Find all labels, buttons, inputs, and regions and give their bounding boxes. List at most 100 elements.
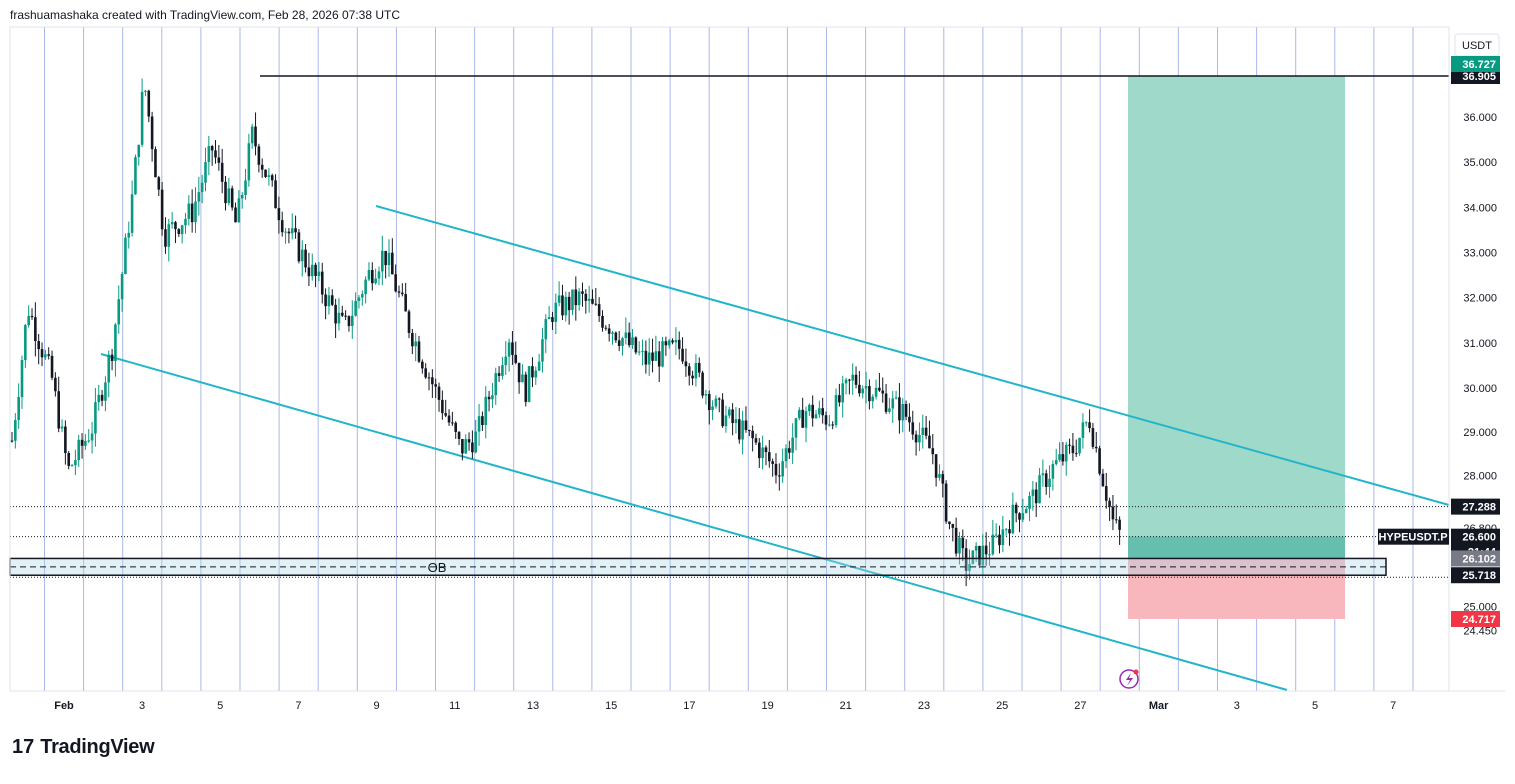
candle-body — [878, 387, 881, 391]
candle-body — [357, 297, 361, 301]
candle-body — [150, 116, 154, 150]
candle-body — [37, 341, 40, 350]
candle-body — [641, 350, 644, 352]
candle-body — [547, 317, 551, 320]
candle-body — [474, 431, 478, 453]
candle-body — [954, 527, 958, 554]
candle-body — [751, 430, 754, 439]
candle-body — [737, 419, 741, 440]
candle-body — [204, 162, 207, 183]
candle-body — [154, 149, 157, 178]
candle-body — [784, 448, 788, 462]
candle-body — [354, 300, 357, 316]
candle-body — [230, 188, 234, 208]
candle-body — [257, 146, 261, 165]
candle-body — [60, 426, 64, 429]
candle-body — [961, 537, 965, 549]
candle-body — [828, 424, 831, 426]
candle-body — [1051, 464, 1055, 479]
candle-body — [768, 452, 771, 462]
candle-body — [90, 433, 94, 441]
price-tag-top: 36.905 — [1462, 71, 1496, 83]
candle-body — [481, 416, 484, 426]
candle-body — [220, 162, 224, 182]
candle-body — [284, 231, 287, 233]
candle-body — [40, 349, 44, 358]
candle-body — [951, 524, 955, 528]
candle-body — [531, 366, 534, 378]
candle-body — [1094, 446, 1098, 449]
candle-body — [647, 352, 651, 365]
candle-body — [1104, 486, 1108, 501]
candle-body — [417, 341, 421, 362]
candle-body — [801, 409, 804, 428]
candle-body — [54, 377, 57, 392]
candle-body — [657, 351, 661, 367]
candle-body — [424, 368, 427, 378]
price-tag-bg — [1451, 498, 1500, 515]
candle-body — [254, 126, 257, 147]
candle-body — [644, 350, 648, 365]
candle-body — [50, 355, 54, 378]
candle-body — [904, 404, 908, 417]
candle-body — [694, 363, 698, 379]
candle-body — [514, 354, 518, 363]
x-tick-label: 9 — [374, 700, 380, 712]
candle-body — [471, 442, 474, 453]
candle-body — [661, 341, 664, 367]
price-tag-hline: 27.288 — [1462, 502, 1496, 514]
candle-body — [187, 203, 191, 219]
x-tick-label: 7 — [295, 700, 301, 712]
candle-body — [1088, 422, 1091, 429]
candle-body — [1071, 445, 1075, 454]
candle-body — [664, 341, 668, 346]
candle-body — [744, 420, 748, 430]
candle-body — [567, 296, 571, 311]
trend-lines[interactable] — [10, 75, 1450, 691]
candle-body — [834, 395, 838, 426]
price-tag-ob_top: 26.102 — [1462, 553, 1496, 565]
candle-body — [1064, 444, 1068, 462]
candle-body — [921, 427, 925, 435]
candle-body — [437, 386, 441, 400]
ob-zone[interactable]: OB — [9, 557, 1387, 576]
candle-body — [524, 374, 528, 402]
candle-body — [818, 408, 821, 415]
candle-body — [844, 379, 848, 384]
candle-body — [684, 361, 688, 367]
candle-body — [324, 294, 327, 307]
candle-body — [624, 332, 628, 339]
candle-body — [117, 299, 121, 325]
y-tick-label: 34.000 — [1463, 202, 1497, 214]
candle-body — [451, 422, 454, 424]
candle-body — [908, 416, 911, 423]
candle-body — [814, 414, 818, 419]
candle-body — [948, 521, 951, 525]
candle-body — [44, 354, 47, 358]
candle-body — [1048, 478, 1051, 487]
candle-body — [864, 386, 868, 389]
candle-body — [711, 406, 714, 411]
candle-body — [260, 164, 264, 170]
candle-body — [1028, 495, 1031, 509]
candle-body — [180, 225, 184, 234]
price-tag-top_hidden: 36.727 — [1462, 59, 1496, 71]
candle-body — [704, 394, 708, 396]
candle-body — [1024, 508, 1028, 514]
position-zones — [1128, 76, 1345, 619]
tradingview-brand: TradingView — [40, 736, 155, 758]
candle-body — [868, 386, 871, 402]
candle-body — [934, 454, 938, 478]
candle-body — [70, 465, 74, 467]
candle-body — [431, 377, 434, 385]
candle-body — [491, 395, 494, 400]
candle-body — [1114, 519, 1118, 521]
candle-body — [157, 177, 161, 190]
candle-body — [861, 388, 865, 394]
candle-body — [931, 448, 935, 455]
candle-body — [240, 195, 244, 199]
candle-body — [811, 404, 814, 419]
candle-body — [330, 295, 334, 305]
